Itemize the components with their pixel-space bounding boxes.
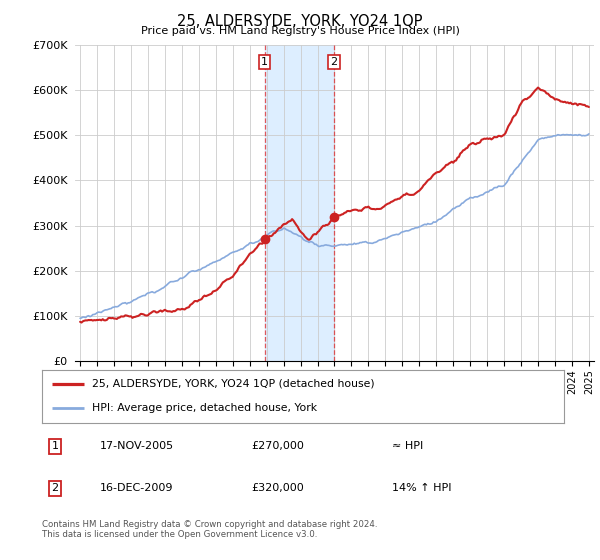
Text: 16-DEC-2009: 16-DEC-2009 <box>100 483 173 493</box>
Text: Contains HM Land Registry data © Crown copyright and database right 2024.
This d: Contains HM Land Registry data © Crown c… <box>42 520 377 539</box>
Text: £320,000: £320,000 <box>251 483 304 493</box>
Text: 1: 1 <box>261 57 268 67</box>
Text: 2: 2 <box>330 57 337 67</box>
Text: 25, ALDERSYDE, YORK, YO24 1QP (detached house): 25, ALDERSYDE, YORK, YO24 1QP (detached … <box>92 379 374 389</box>
Bar <box>265 45 334 361</box>
Text: Price paid vs. HM Land Registry's House Price Index (HPI): Price paid vs. HM Land Registry's House … <box>140 26 460 36</box>
Text: 2: 2 <box>52 483 59 493</box>
Text: ≈ HPI: ≈ HPI <box>392 441 423 451</box>
Text: £270,000: £270,000 <box>251 441 304 451</box>
Text: 17-NOV-2005: 17-NOV-2005 <box>100 441 173 451</box>
Text: HPI: Average price, detached house, York: HPI: Average price, detached house, York <box>92 403 317 413</box>
Text: 25, ALDERSYDE, YORK, YO24 1QP: 25, ALDERSYDE, YORK, YO24 1QP <box>177 14 423 29</box>
Text: 1: 1 <box>52 441 59 451</box>
Text: 14% ↑ HPI: 14% ↑ HPI <box>392 483 451 493</box>
